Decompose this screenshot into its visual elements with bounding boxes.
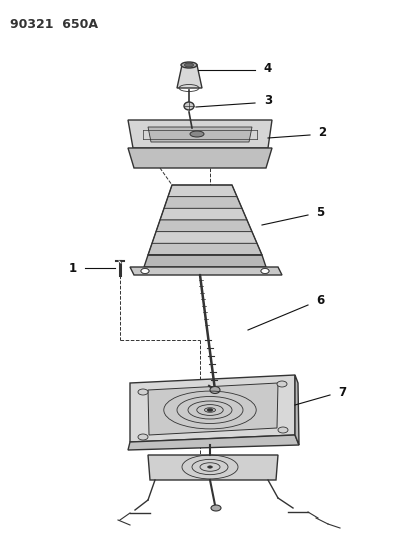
Polygon shape [147,244,261,255]
Ellipse shape [206,408,212,411]
Polygon shape [159,208,247,220]
Polygon shape [128,148,271,168]
Ellipse shape [183,102,194,110]
Ellipse shape [209,386,219,393]
Polygon shape [128,120,271,148]
Text: 7: 7 [337,385,345,399]
Ellipse shape [190,131,204,137]
Text: 5: 5 [315,206,323,219]
Polygon shape [156,220,252,232]
Ellipse shape [138,434,147,440]
Ellipse shape [207,466,212,469]
Polygon shape [128,435,298,450]
Ellipse shape [260,269,268,273]
Text: 90321  650A: 90321 650A [10,18,98,31]
Text: 2: 2 [317,126,325,140]
Ellipse shape [138,389,147,395]
Ellipse shape [184,63,193,67]
Polygon shape [147,127,252,142]
Polygon shape [177,65,202,88]
Text: 3: 3 [263,94,271,108]
Ellipse shape [141,269,149,273]
Ellipse shape [141,269,149,273]
Text: 6: 6 [315,294,323,306]
Text: 4: 4 [263,61,271,75]
Ellipse shape [277,427,287,433]
Polygon shape [144,255,266,267]
Ellipse shape [180,62,197,68]
Ellipse shape [260,269,268,273]
Polygon shape [130,375,294,442]
Text: 1: 1 [69,262,77,274]
Polygon shape [152,232,256,244]
Polygon shape [294,375,298,445]
Ellipse shape [276,381,286,387]
Polygon shape [168,185,236,197]
Polygon shape [164,197,242,208]
Ellipse shape [211,505,221,511]
Polygon shape [147,383,277,435]
Polygon shape [147,455,277,480]
Polygon shape [130,267,281,275]
